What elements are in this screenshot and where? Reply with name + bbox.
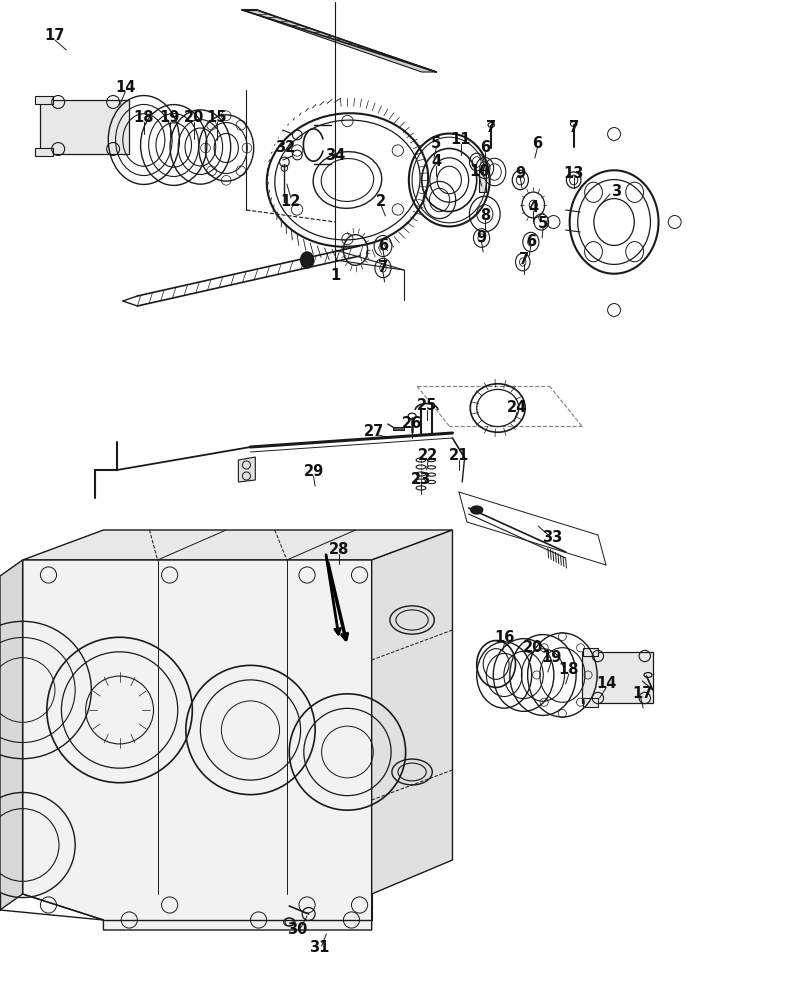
Polygon shape [0, 560, 23, 910]
Polygon shape [242, 10, 436, 72]
Text: 5: 5 [431, 136, 441, 151]
Text: 6: 6 [526, 234, 536, 249]
Text: 34: 34 [325, 147, 346, 162]
Text: 10: 10 [469, 164, 490, 180]
Text: 19: 19 [159, 110, 180, 125]
Text: 15: 15 [206, 110, 227, 125]
Polygon shape [23, 560, 372, 930]
Polygon shape [393, 427, 404, 430]
Text: 4: 4 [528, 200, 538, 215]
Text: 4: 4 [431, 154, 441, 169]
Text: 33: 33 [542, 530, 563, 546]
Text: 30: 30 [287, 922, 308, 938]
Text: 29: 29 [303, 464, 324, 480]
Text: 28: 28 [329, 542, 350, 558]
Text: 32: 32 [275, 139, 296, 154]
Text: 17: 17 [44, 28, 65, 43]
Text: 14: 14 [595, 676, 617, 692]
Text: 18: 18 [558, 662, 579, 678]
Text: 9: 9 [477, 231, 486, 245]
Text: 23: 23 [410, 473, 431, 488]
Polygon shape [583, 698, 598, 707]
Text: 20: 20 [523, 640, 544, 654]
Text: 26: 26 [402, 416, 423, 432]
Text: 3: 3 [611, 184, 621, 198]
Text: 17: 17 [632, 686, 653, 702]
Polygon shape [582, 652, 653, 703]
Ellipse shape [470, 506, 482, 514]
Text: 6: 6 [378, 238, 388, 253]
Text: 11: 11 [450, 132, 471, 147]
Polygon shape [238, 457, 255, 482]
Text: 5: 5 [538, 217, 548, 232]
Text: 6: 6 [532, 136, 542, 151]
Text: 22: 22 [418, 448, 439, 464]
Text: 1: 1 [330, 268, 340, 284]
Text: 31: 31 [309, 940, 330, 956]
Text: 21: 21 [448, 448, 469, 464]
Text: 7: 7 [569, 120, 579, 135]
Text: 8: 8 [480, 209, 490, 224]
Text: 2: 2 [377, 194, 386, 210]
Polygon shape [40, 100, 129, 154]
Text: 18: 18 [133, 110, 154, 125]
Text: 7: 7 [486, 120, 496, 135]
Text: 9: 9 [516, 166, 525, 182]
Polygon shape [372, 530, 452, 894]
Polygon shape [479, 170, 486, 192]
Polygon shape [35, 148, 53, 156]
Text: 13: 13 [563, 166, 584, 182]
Polygon shape [583, 648, 598, 656]
Text: 16: 16 [494, 630, 516, 645]
Ellipse shape [301, 252, 314, 268]
Text: 27: 27 [364, 424, 385, 440]
Text: 24: 24 [507, 400, 528, 416]
Text: 14: 14 [115, 81, 136, 96]
Text: 19: 19 [541, 650, 562, 666]
Text: 20: 20 [183, 110, 204, 125]
Text: 7: 7 [378, 260, 388, 275]
Polygon shape [35, 96, 53, 104]
Text: 6: 6 [480, 140, 490, 155]
Polygon shape [23, 530, 452, 560]
Text: 25: 25 [416, 398, 437, 414]
Text: 12: 12 [280, 194, 301, 210]
Text: 7: 7 [519, 252, 528, 267]
